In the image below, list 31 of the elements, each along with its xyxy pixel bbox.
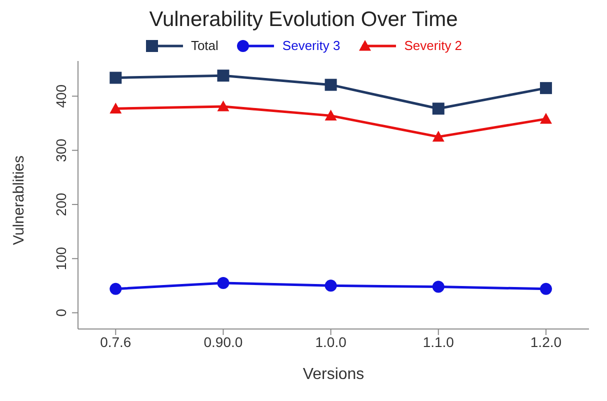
y-tick-label: 300 [53, 138, 69, 162]
point [432, 280, 444, 293]
legend-label: Total [190, 38, 218, 53]
point [110, 102, 122, 114]
x-tick-label: 0.7.6 [100, 334, 132, 350]
x-tick-label: 1.1.0 [422, 334, 454, 350]
y-tick-label: 100 [53, 246, 69, 270]
point [110, 72, 122, 84]
point [110, 282, 122, 295]
chart-title: Vulnerability Evolution Over Time [148, 8, 459, 32]
point [217, 70, 230, 82]
point [324, 78, 337, 91]
point [540, 282, 552, 295]
x-tick-label: 1.2.0 [530, 334, 562, 350]
y-axis-title: Vulnerablities [10, 156, 28, 245]
x-tick-label: 1.0.0 [315, 334, 347, 350]
point [324, 280, 337, 292]
legend-label: Severity 2 [404, 38, 462, 53]
x-tick-label: 0.90.0 [204, 334, 243, 350]
point [324, 110, 337, 120]
y-tick-label: 400 [53, 84, 69, 108]
point [540, 82, 552, 94]
point [432, 102, 444, 115]
y-tick-label: 200 [53, 192, 69, 216]
point [540, 112, 552, 124]
point [432, 130, 444, 142]
x-axis-title: Versions [302, 366, 364, 383]
point [217, 276, 230, 289]
point [217, 100, 230, 112]
y-tick-label: 0 [53, 308, 69, 317]
legend-label: Severity 3 [282, 38, 340, 53]
